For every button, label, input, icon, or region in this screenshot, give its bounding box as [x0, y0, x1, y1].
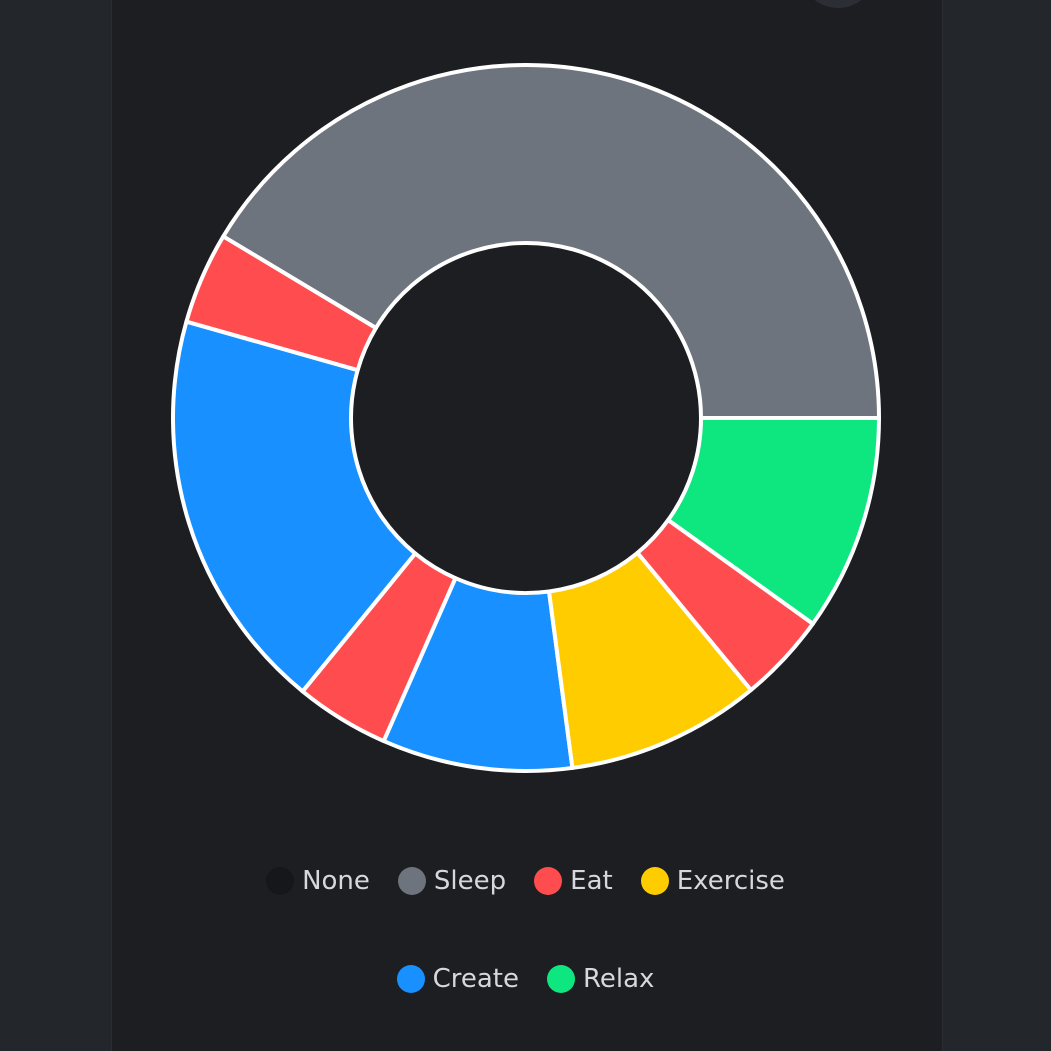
legend-swatch-exercise — [640, 867, 669, 895]
legend-swatch-create — [396, 965, 425, 993]
legend-label-sleep: Sleep — [433, 866, 507, 896]
legend-swatch-none — [266, 867, 295, 895]
slice-relax-7[interactable] — [666, 416, 881, 626]
legend-label-create: Create — [432, 964, 519, 994]
slice-create-2[interactable] — [171, 319, 418, 694]
legend-label-eat: Eat — [570, 866, 613, 896]
legend-label-none: None — [302, 866, 370, 896]
legend-item-eat[interactable]: Eat — [534, 866, 613, 896]
panel-corner-button[interactable] — [800, 0, 876, 8]
legend-item-sleep[interactable]: Sleep — [397, 866, 507, 896]
legend-item-exercise[interactable]: Exercise — [640, 866, 785, 896]
legend-row-1: None Sleep Eat Exercise — [0, 860, 1051, 902]
legend-label-exercise: Exercise — [676, 866, 785, 896]
legend-swatch-eat — [534, 867, 563, 895]
legend-label-relax: Relax — [582, 964, 655, 994]
legend-swatch-sleep — [397, 867, 426, 895]
legend-row-2: Create Relax — [0, 958, 1051, 1000]
legend-item-none[interactable]: None — [266, 866, 370, 896]
legend-item-relax[interactable]: Relax — [546, 964, 655, 994]
slice-sleep-0[interactable] — [221, 63, 881, 420]
legend-swatch-relax — [546, 965, 575, 993]
legend-item-create[interactable]: Create — [396, 964, 519, 994]
